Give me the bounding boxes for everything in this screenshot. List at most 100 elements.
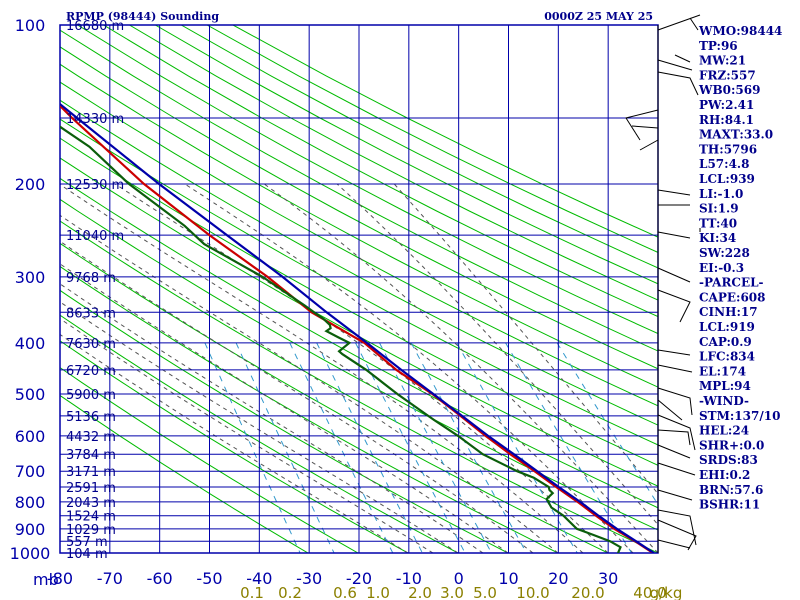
temperature-tick-label: 10 — [498, 569, 518, 588]
wind-barb — [657, 14, 701, 31]
mixing-ratio-label: 40.0 — [633, 584, 666, 600]
wind-barb — [657, 539, 691, 549]
wind-barb — [657, 444, 691, 459]
index-entry: -WIND- — [699, 394, 749, 408]
dry-adiabat — [60, 340, 410, 553]
height-label: 104 m — [66, 547, 108, 562]
indices-panel: WMO:98444TP:96MW:21FRZ:557WB0:569PW:2.41… — [698, 24, 782, 512]
pressure-tick-label: 300 — [15, 268, 46, 287]
index-entry: LCL:919 — [699, 320, 755, 334]
mixing-ratio-label: 0.2 — [278, 584, 302, 600]
index-entry: MPL:94 — [699, 379, 751, 393]
height-label: 7630 m — [66, 337, 116, 352]
temperature-tick-label: 30 — [598, 569, 618, 588]
wind-barb — [657, 71, 699, 96]
sounding-title: RPMP (98444) Sounding — [66, 10, 219, 23]
index-entry: PW:2.41 — [699, 98, 754, 112]
profiles — [60, 102, 655, 553]
pressure-tick-label: 500 — [15, 385, 46, 404]
temperature-tick-label: -40 — [246, 569, 272, 588]
mixing-ratio-label: 3.0 — [440, 584, 464, 600]
index-entry: TP:96 — [699, 39, 738, 53]
height-label: 2043 m — [66, 496, 116, 511]
height-label: 5136 m — [66, 410, 116, 425]
wind-barb — [657, 289, 691, 323]
index-entry: TT:40 — [699, 216, 737, 230]
mixing-ratio-label: 10.0 — [516, 584, 549, 600]
moist-adiabat — [336, 183, 658, 526]
height-label: 9768 m — [66, 271, 116, 286]
mixing-ratio-label: 1.0 — [366, 584, 390, 600]
height-label: 8633 m — [66, 306, 116, 321]
mixing-ratio-label: 20.0 — [571, 584, 604, 600]
dry-adiabat — [155, 25, 658, 285]
index-entry: TH:5796 — [699, 142, 757, 156]
dry-adiabat — [60, 367, 360, 553]
index-entry: HEL:24 — [699, 424, 749, 438]
index-entry: MAXT:33.0 — [699, 128, 773, 142]
height-label: 1029 m — [66, 523, 116, 538]
wind-barb — [657, 519, 697, 551]
index-entry: EI:-0.3 — [699, 261, 744, 275]
dry-adiabat — [60, 137, 658, 466]
height-label: 3171 m — [66, 465, 116, 480]
dry-adiabat — [60, 265, 560, 553]
height-label: 5900 m — [66, 388, 116, 403]
height-label: 6720 m — [66, 364, 116, 379]
dry-adiabat — [60, 394, 309, 553]
wind-barb — [657, 399, 683, 421]
height-label: 14330 m — [66, 112, 124, 127]
height-label: 16680 m — [66, 19, 124, 34]
dry-adiabat — [60, 198, 658, 531]
dry-adiabat — [60, 177, 658, 509]
wind-barbs — [625, 14, 701, 553]
index-entry: SW:228 — [699, 246, 750, 260]
index-entry: BRN:57.6 — [699, 483, 763, 497]
height-label: 1524 m — [66, 510, 116, 525]
height-label: 12530 m — [66, 178, 124, 193]
wind-barb — [657, 489, 693, 501]
moist-adiabat — [60, 263, 509, 553]
dry-adiabat — [60, 157, 658, 487]
index-entry: CAPE:608 — [699, 290, 766, 304]
index-entry: FRZ:557 — [699, 68, 756, 82]
pressure-tick-label: 900 — [15, 520, 46, 539]
wind-barb — [631, 125, 659, 129]
dry-adiabat — [60, 220, 658, 553]
index-entry: SRDS:83 — [699, 453, 758, 467]
index-entry: KI:34 — [699, 231, 736, 245]
wind-barb — [657, 364, 693, 373]
height-label: 2591 m — [66, 481, 116, 496]
dry-adiabat — [60, 46, 658, 370]
dry-adiabat — [60, 63, 658, 388]
index-entry: BSHR:11 — [699, 498, 760, 512]
wind-barb — [657, 54, 693, 71]
dry-adiabat — [60, 99, 658, 426]
dry-adiabat — [60, 118, 658, 446]
wind-barb — [639, 139, 659, 151]
mixing-ratio-label: 0.1 — [240, 584, 264, 600]
pressure-tick-label: 400 — [15, 334, 46, 353]
temperature-tick-label: -30 — [296, 569, 322, 588]
index-entry: LFC:834 — [699, 350, 755, 364]
mixing-ratio-label: 5.0 — [473, 584, 497, 600]
moist-adiabat — [60, 183, 584, 553]
temperature-tick-label: -60 — [147, 569, 173, 588]
sounding-time: 0000Z 25 MAY 25 — [544, 10, 653, 23]
index-entry: EL:174 — [699, 364, 746, 378]
index-entry: SHR+:0.0 — [699, 438, 764, 452]
index-entry: LI:-1.0 — [699, 187, 743, 201]
pressure-tick-label: 1000 — [10, 544, 51, 563]
dewpoint-line — [60, 125, 622, 553]
mixing-ratio-label: 0.6 — [333, 584, 357, 600]
pressure-tick-label: 800 — [15, 493, 46, 512]
wind-barb — [657, 228, 701, 239]
wind-barb — [657, 462, 696, 476]
height-label: 4432 m — [66, 430, 116, 445]
pressure-tick-label: 100 — [15, 16, 46, 35]
index-entry: -PARCEL- — [699, 276, 764, 290]
wind-barb — [625, 109, 659, 141]
pressure-unit-label: mb — [33, 570, 59, 589]
mixing-ratio-unit: g/kg — [650, 584, 683, 600]
